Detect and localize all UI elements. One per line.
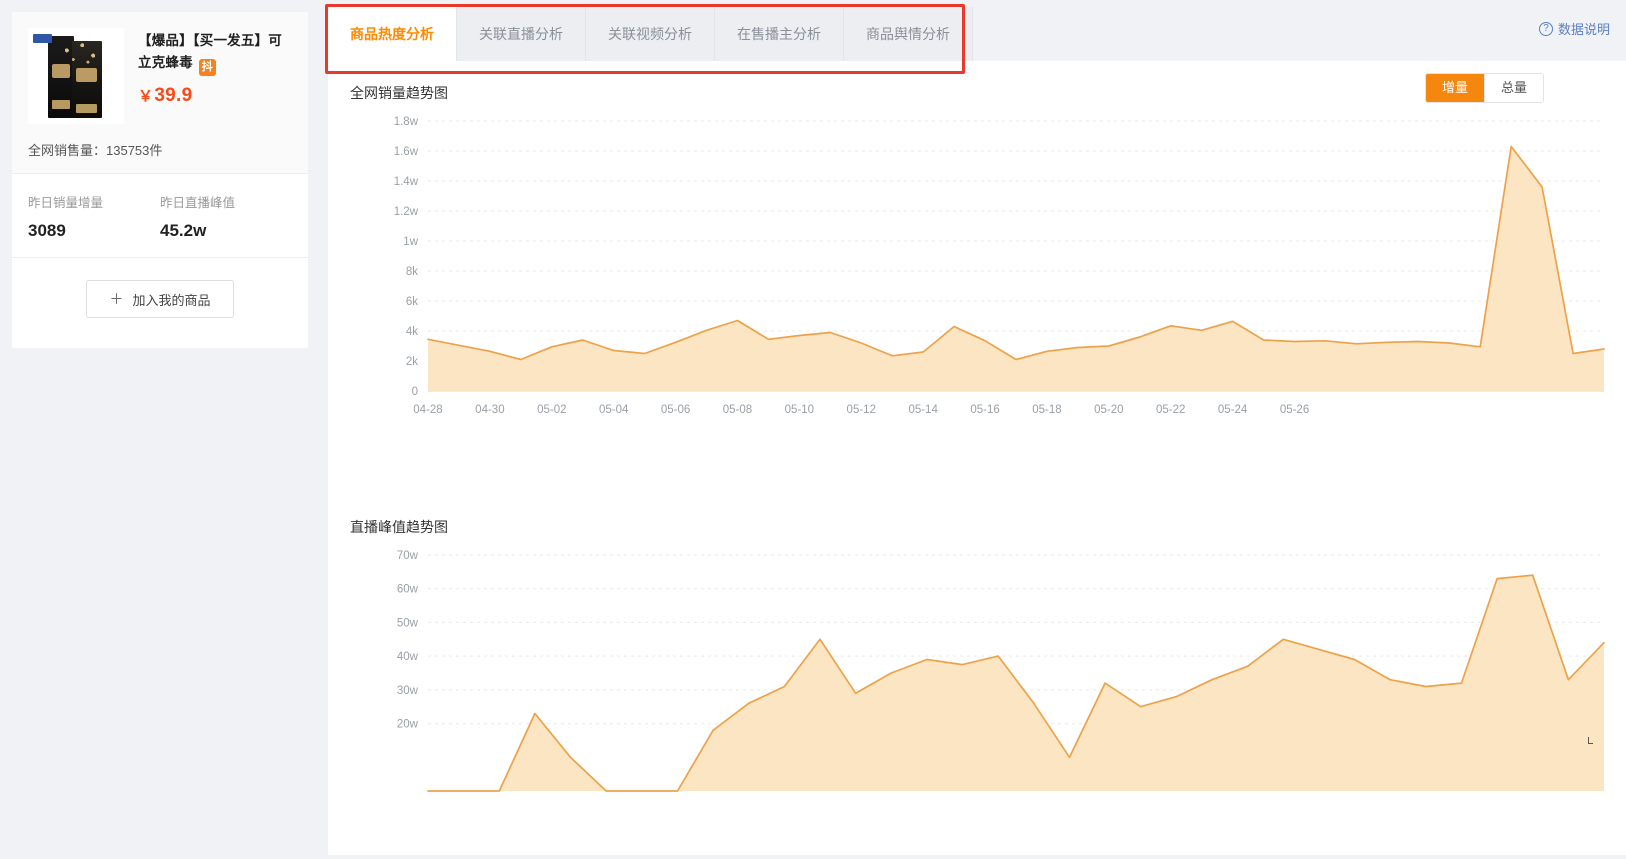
add-button-label: 加入我的商品 [132,292,211,308]
taskbar-strip [0,855,1626,859]
svg-text:20w: 20w [397,719,419,731]
svg-text:1.2w: 1.2w [394,206,419,218]
sales-mode-toggle: 增量 总量 [1424,73,1544,103]
svg-text:1.8w: 1.8w [394,116,419,128]
data-description-label: 数据说明 [1557,22,1610,37]
product-panel: 【爆品】【买一发五】可立克蜂毒抖 ￥39.9 全网销售量：135753件 昨日销… [12,12,308,348]
product-actions: ＋ 加入我的商品 [12,258,308,348]
svg-text:04-28: 04-28 [413,404,442,416]
tab-bar: 商品热度分析 关联直播分析 关联视频分析 在售播主分析 商品舆情分析 [328,7,973,61]
svg-text:40w: 40w [397,651,419,663]
toggle-option-increment[interactable]: 增量 [1425,74,1484,102]
svg-text:1.6w: 1.6w [394,146,419,158]
svg-text:1.4w: 1.4w [394,176,419,188]
live-peak-chart-block: 直播峰值趋势图 20w 30w 40w 50w 60w 70w [328,495,1626,801]
tab-product-heat-analysis[interactable]: 商品热度分析 [328,7,457,61]
live-peak-chart[interactable]: 20w 30w 40w 50w 60w 70w [328,541,1626,801]
currency-symbol: ￥ [138,88,154,105]
svg-text:1w: 1w [403,236,418,248]
tab-related-video-analysis[interactable]: 关联视频分析 [586,7,715,61]
svg-text:8k: 8k [406,266,418,278]
svg-text:0: 0 [412,386,418,398]
divider [12,173,308,174]
question-circle-icon: ? [1538,21,1553,36]
sales-trend-chart-title: 全网销量趋势图 [350,85,448,101]
svg-text:05-02: 05-02 [537,404,566,416]
brand-logo-icon [33,34,52,43]
price-value: 39.9 [154,85,193,106]
svg-text:05-22: 05-22 [1156,404,1185,416]
svg-text:05-06: 05-06 [661,404,690,416]
svg-text:70w: 70w [397,550,419,562]
sales-trend-chart-block: 全网销量趋势图 增量 总量 0 2k 4k 6k 8k 1w 1.2w 1.4w 1.6w 1.8… [328,61,1626,437]
product-price: ￥39.9 [138,85,292,107]
svg-text:05-14: 05-14 [908,404,938,416]
tabs-region: 商品热度分析 关联直播分析 关联视频分析 在售播主分析 商品舆情分析 ? 数据说… [320,0,1626,78]
svg-text:05-12: 05-12 [847,404,876,416]
tab-product-sentiment-analysis[interactable]: 商品舆情分析 [844,7,973,61]
total-sales-value: 135753件 [106,143,163,158]
stat-value: 45.2w [160,221,207,240]
svg-text:04-30: 04-30 [475,404,504,416]
stat-yesterday-sales: 昨日销量增量 3089 [28,192,160,241]
sales-trend-chart[interactable]: 0 2k 4k 6k 8k 1w 1.2w 1.4w 1.6w 1.8w 04-28 04-30 05-… [328,107,1626,437]
total-sales-row: 全网销售量：135753件 [28,140,292,159]
stat-yesterday-live-peak: 昨日直播峰值 45.2w [160,192,292,241]
stat-label: 昨日销量增量 [28,196,104,210]
svg-text:05-20: 05-20 [1094,404,1123,416]
product-stats: 昨日销量增量 3089 昨日直播峰值 45.2w [12,174,308,257]
plus-icon: ＋ [109,291,124,307]
tab-selling-anchor-analysis[interactable]: 在售播主分析 [715,7,844,61]
add-to-my-products-button[interactable]: ＋ 加入我的商品 [86,280,234,318]
main-panel: 商品热度分析 关联直播分析 关联视频分析 在售播主分析 商品舆情分析 ? 数据说… [320,0,1626,859]
analysis-content: 全网销量趋势图 增量 总量 0 2k 4k 6k 8k 1w 1.2w 1.4w 1.6w 1.8… [328,61,1626,859]
toggle-option-total[interactable]: 总量 [1483,74,1543,102]
svg-text:2k: 2k [406,356,418,368]
svg-text:05-26: 05-26 [1280,404,1309,416]
svg-text:6k: 6k [406,296,418,308]
svg-text:05-08: 05-08 [723,404,752,416]
divider [12,257,308,258]
svg-text:60w: 60w [397,584,419,596]
stat-label: 昨日直播峰值 [160,196,236,210]
data-description-link[interactable]: ? 数据说明 [1538,19,1610,38]
platform-badge-icon: 抖 [198,59,216,76]
product-card: 【爆品】【买一发五】可立克蜂毒抖 ￥39.9 全网销售量：135753件 昨日销… [12,12,308,348]
svg-text:05-16: 05-16 [970,404,999,416]
svg-text:05-04: 05-04 [599,404,629,416]
stat-value: 3089 [28,221,66,240]
tab-related-live-analysis[interactable]: 关联直播分析 [457,7,586,61]
product-thumbnail [28,28,124,124]
product-summary: 【爆品】【买一发五】可立克蜂毒抖 ￥39.9 全网销售量：135753件 [12,12,308,173]
svg-text:05-10: 05-10 [785,404,814,416]
svg-text:4k: 4k [406,326,418,338]
total-sales-label: 全网销售量： [28,143,107,158]
svg-text:05-24: 05-24 [1218,404,1248,416]
svg-text:30w: 30w [397,685,419,697]
svg-text:05-18: 05-18 [1032,404,1061,416]
product-title[interactable]: 【爆品】【买一发五】可立克蜂毒抖 [138,30,292,76]
product-title-text: 【爆品】【买一发五】可立克蜂毒 [138,33,282,70]
live-peak-chart-title: 直播峰值趋势图 [350,519,448,535]
svg-text:50w: 50w [397,617,419,629]
